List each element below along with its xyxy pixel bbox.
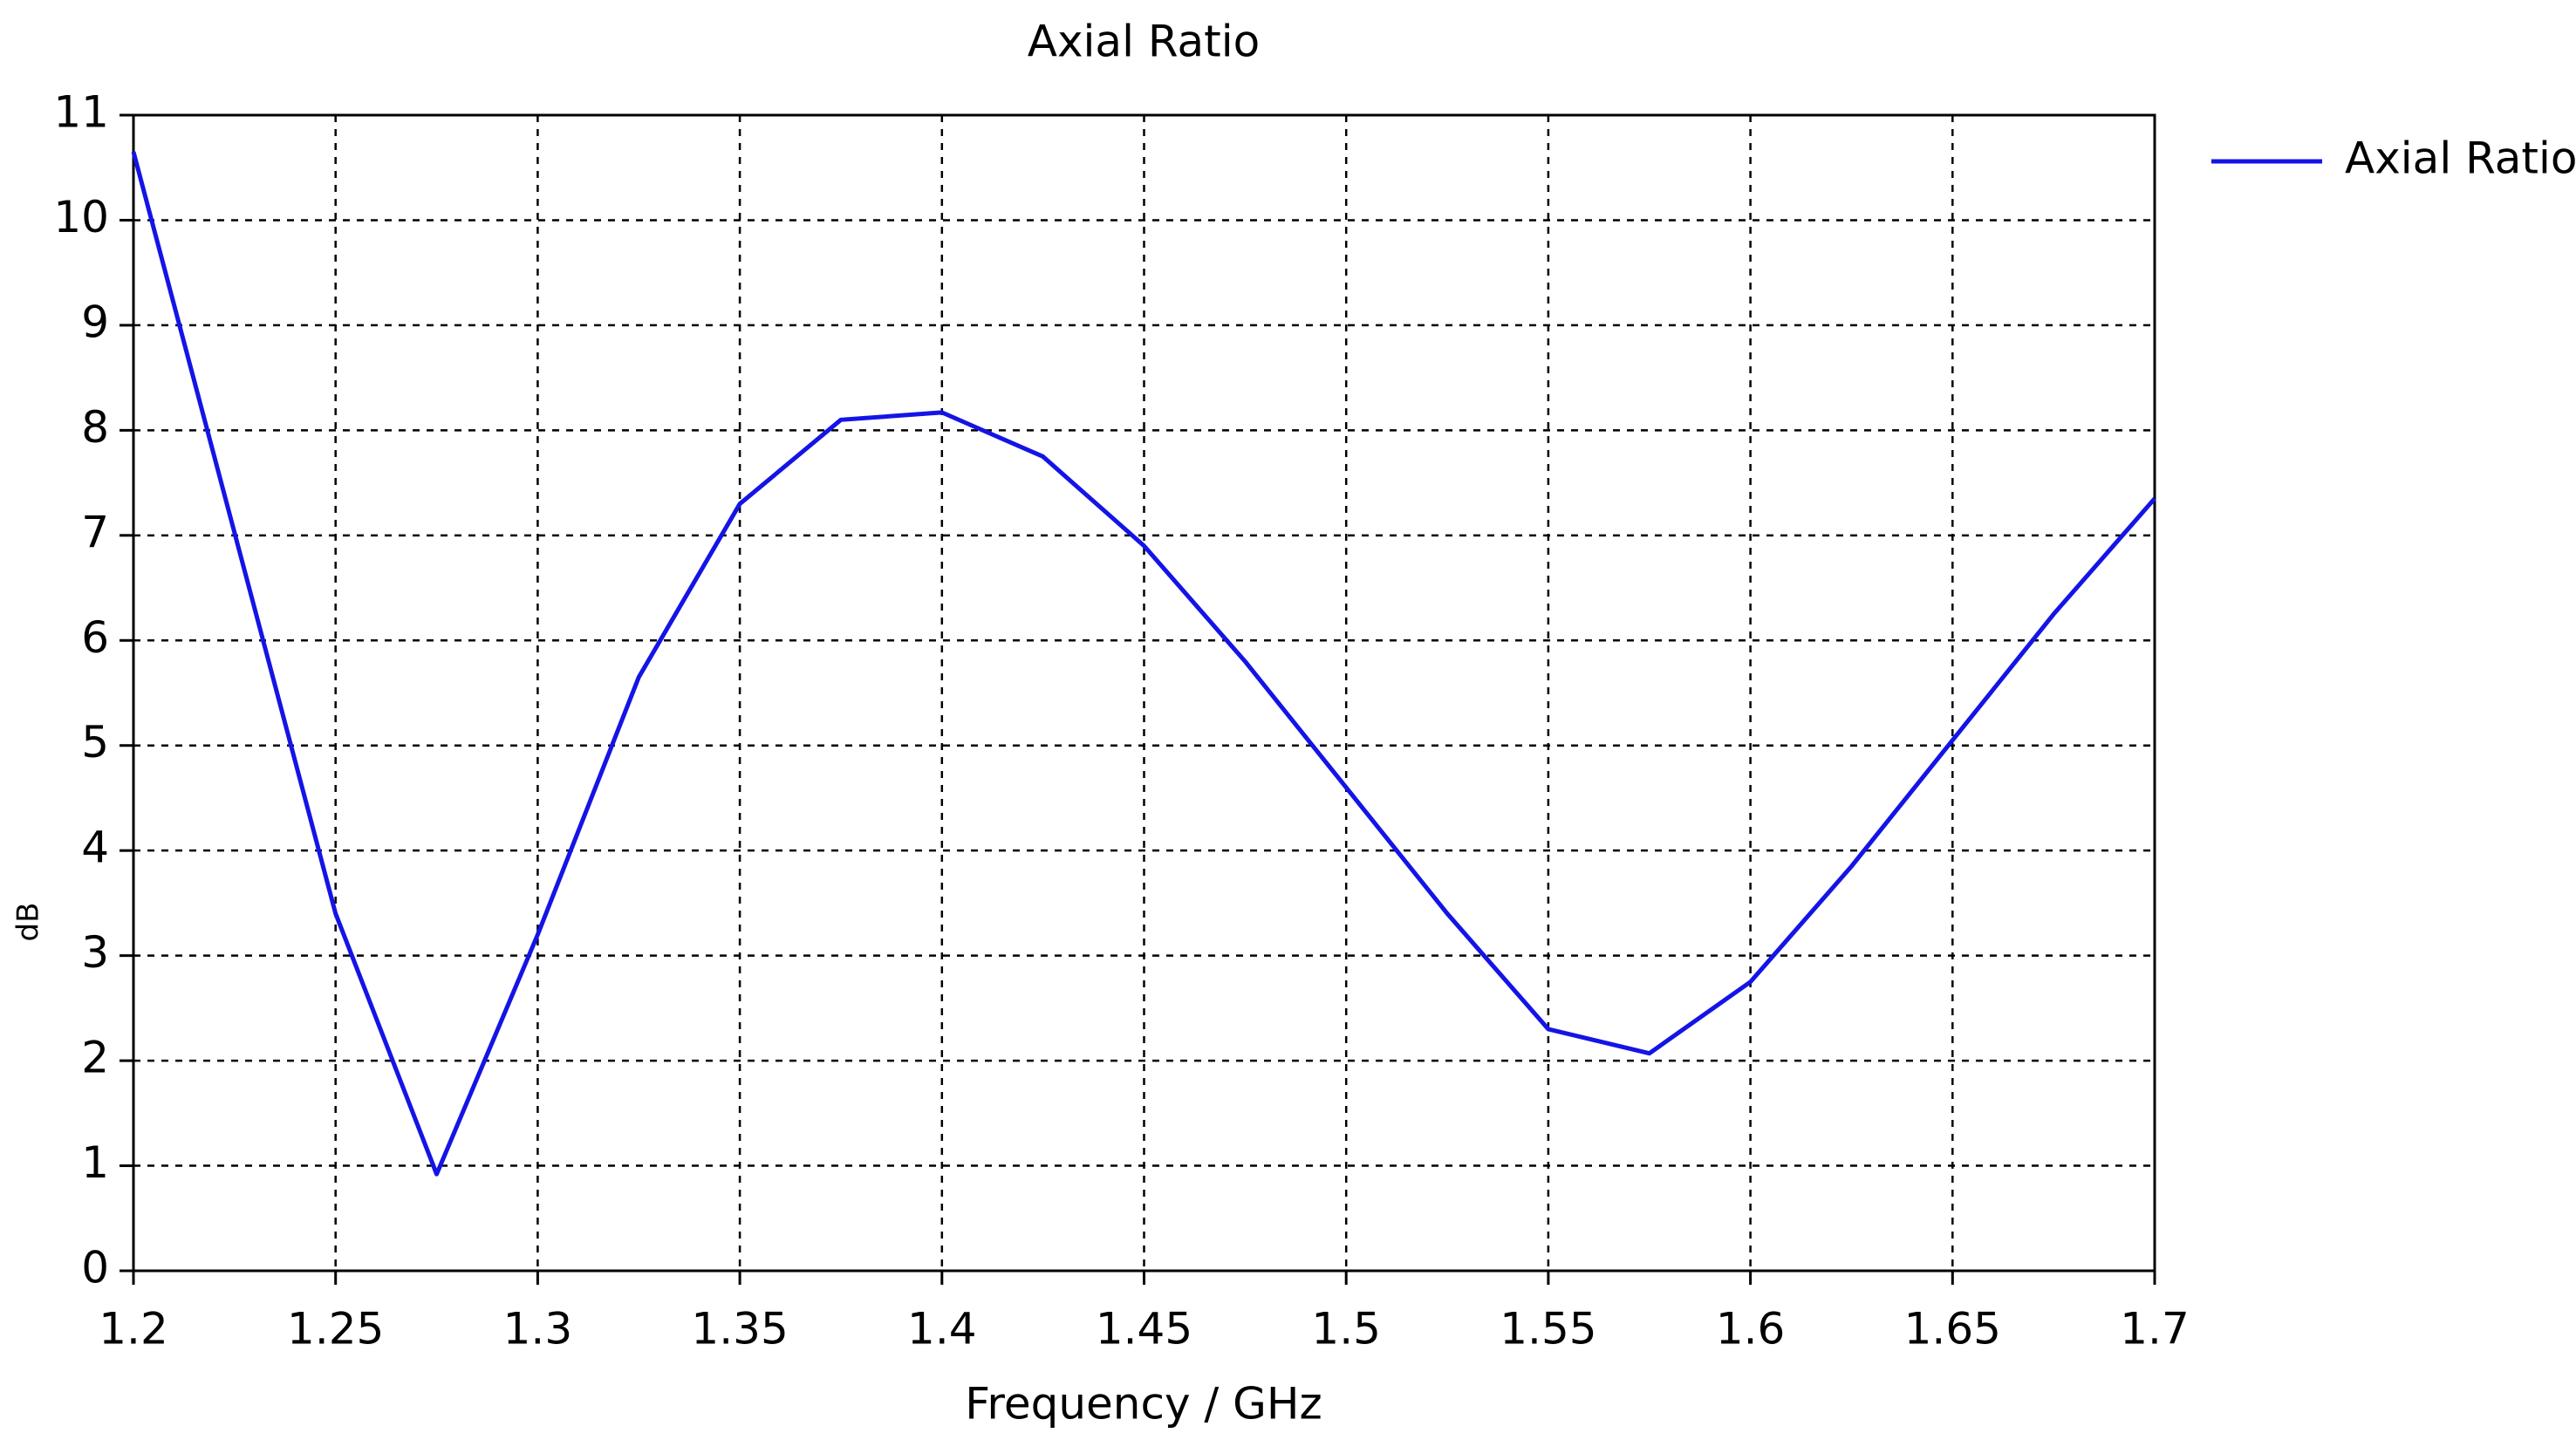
chart-title: Axial Ratio: [1028, 17, 1260, 67]
y-tick-label: 2: [81, 1033, 109, 1083]
y-tick-label: 11: [53, 87, 109, 138]
y-tick-label: 10: [53, 192, 109, 242]
x-tick-label: 1.5: [1311, 1304, 1381, 1355]
x-tick-label: 1.4: [907, 1304, 977, 1355]
x-tick-label: 1.55: [1500, 1304, 1596, 1355]
x-tick-label: 1.3: [503, 1304, 573, 1355]
y-tick-label: 8: [81, 402, 109, 453]
y-tick-label: 4: [81, 822, 109, 873]
data-line: [131, 151, 2156, 1177]
x-tick-label: 1.35: [691, 1304, 788, 1355]
x-tick-label: 1.25: [287, 1304, 384, 1355]
y-tick-label: 0: [81, 1243, 109, 1293]
x-axis-label: Frequency / GHz: [965, 1379, 1322, 1430]
legend-label: Axial Ratio: [2345, 133, 2576, 184]
y-tick-label: 1: [81, 1137, 109, 1188]
x-tick-label: 1.65: [1904, 1304, 2001, 1355]
x-tick-label: 1.2: [99, 1304, 168, 1355]
y-tick-label: 9: [81, 297, 109, 347]
y-tick-label: 3: [81, 927, 109, 978]
x-tick-label: 1.45: [1096, 1304, 1192, 1355]
x-tick-label: 1.7: [2120, 1304, 2190, 1355]
y-axis-label: dB: [11, 903, 46, 942]
y-tick-label: 5: [81, 717, 109, 768]
y-tick-label: 7: [81, 507, 109, 557]
x-tick-label: 1.6: [1716, 1304, 1786, 1355]
y-tick-label: 6: [81, 612, 109, 663]
plot-frame: [132, 113, 2156, 1273]
